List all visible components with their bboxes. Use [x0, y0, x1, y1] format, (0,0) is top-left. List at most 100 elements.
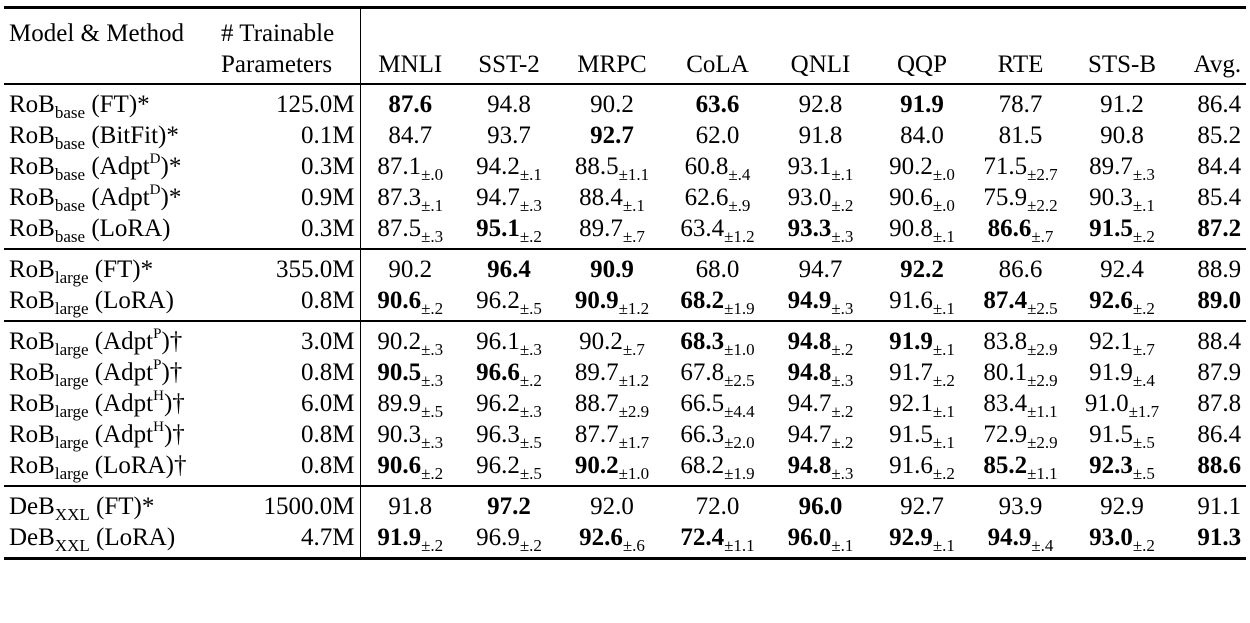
score-std-subscript: ±2.9 [618, 402, 650, 421]
score-value: 80.1 [983, 359, 1028, 386]
trainable-params-cell: 0.8M [216, 450, 361, 486]
header-params-line2: Parameters [216, 49, 361, 84]
avg-score-cell: 85.4 [1175, 182, 1246, 213]
score-std-subscript: ±.5 [421, 402, 444, 421]
score-cell: 92.3±.5 [1069, 450, 1175, 486]
trainable-params-cell: 125.0M [216, 84, 361, 120]
score-cell: 87.7±1.7 [558, 419, 666, 451]
method-label: (Adpt [85, 153, 150, 180]
score-cell: 91.9±.1 [872, 321, 972, 359]
score-std-subscript: ±.9 [728, 196, 751, 215]
score-cell: 92.4 [1069, 249, 1175, 285]
score-cell: 92.7 [872, 486, 972, 522]
score-cell: 89.7±.3 [1069, 151, 1175, 183]
score-value: 90.3 [377, 421, 422, 448]
score-value: 90.8 [889, 215, 933, 242]
score-value: 91.1 [1197, 493, 1242, 520]
trainable-params-cell: 355.0M [216, 249, 361, 285]
score-value: 92.8 [798, 91, 843, 118]
score-cell: 90.2 [558, 84, 666, 120]
score-cell: 91.9±.2 [360, 522, 460, 559]
model-size-subscript: base [54, 165, 86, 184]
score-cell: 96.2±.5 [460, 285, 558, 321]
score-cell: 90.2±1.0 [558, 450, 666, 486]
model-name: RoB [9, 287, 55, 314]
score-cell: 94.8±.3 [769, 357, 872, 389]
score-std-subscript: ±.1 [932, 340, 955, 359]
method-suffix: )† [163, 390, 185, 417]
score-value: 88.6 [1197, 452, 1242, 479]
header-task-qqp: QQP [896, 51, 947, 78]
score-cell: 90.9±1.2 [558, 285, 666, 321]
score-cell: 94.2±.1 [460, 151, 558, 183]
score-cell: 63.4±1.2 [666, 213, 769, 249]
score-cell: 92.2 [872, 249, 972, 285]
score-cell: 78.7 [972, 84, 1069, 120]
score-cell: 93.3±.3 [769, 213, 872, 249]
header-task-cola: CoLA [686, 51, 749, 78]
score-cell: 94.7±.3 [460, 182, 558, 215]
adapter-variant-superscript: H [153, 419, 164, 435]
header-task-qnli: QNLI [790, 51, 851, 78]
score-value: 91.0 [1084, 390, 1129, 417]
score-std-subscript: ±1.0 [618, 464, 650, 483]
score-std-subscript: ±1.9 [724, 464, 755, 483]
score-std-subscript: ±1.0 [724, 340, 755, 359]
method-suffix: † [173, 452, 187, 479]
score-value: 96.9 [476, 524, 520, 551]
adapter-variant-superscript: P [153, 326, 162, 342]
model-name: RoB [9, 215, 55, 242]
score-value: 90.2 [579, 328, 623, 355]
score-value: 95.1 [476, 215, 520, 242]
header-model-method: Model & Method [9, 20, 184, 47]
method-label: (LoRA) [88, 287, 174, 314]
score-std-subscript: ±.0 [932, 196, 955, 215]
score-value: 90.2 [590, 91, 634, 118]
score-cell: 62.6±.9 [666, 182, 769, 215]
model-method-cell: RoBlarge (AdptH)† [4, 388, 216, 421]
score-value: 89.9 [377, 390, 422, 417]
score-std-subscript: ±.1 [932, 402, 955, 421]
score-std-subscript: ±.7 [1132, 340, 1155, 359]
table-row: RoBbase (BitFit)* 0.1M 84.7 93.7 92.7 62.0 91.… [4, 120, 1246, 152]
score-cell: 67.8±2.5 [666, 357, 769, 389]
method-suffix: * [137, 91, 150, 118]
score-value: 94.7 [787, 421, 832, 448]
score-std-subscript: ±1.2 [724, 227, 755, 246]
model-size-subscript: XXL [54, 536, 90, 555]
model-size-subscript: large [54, 464, 89, 483]
score-std-subscript: ±.1 [421, 196, 444, 215]
score-value: 90.2 [574, 452, 619, 479]
table-header: Model & Method # Trainable Parameters MN… [4, 7, 1247, 84]
score-std-subscript: ±1.1 [724, 536, 755, 555]
score-cell: 96.6±.2 [460, 357, 558, 389]
avg-score-cell: 91.3 [1175, 522, 1246, 559]
model-method-cell: RoBlarge (FT)* [4, 249, 216, 286]
model-name: RoB [9, 122, 55, 149]
score-std-subscript: ±.6 [622, 536, 645, 555]
model-method-cell: RoBbase (BitFit)* [4, 120, 216, 152]
score-value: 90.9 [590, 256, 634, 283]
score-std-subscript: ±.3 [519, 196, 542, 215]
score-cell: 90.6±.2 [360, 285, 460, 321]
score-cell: 96.9±.2 [460, 522, 558, 559]
model-size-subscript: large [54, 371, 89, 390]
score-value: 96.1 [476, 328, 520, 355]
method-suffix: )† [161, 359, 183, 386]
score-value: 83.4 [983, 390, 1028, 417]
score-value: 92.6 [579, 524, 623, 551]
score-value: 96.3 [476, 421, 520, 448]
score-std-subscript: ±2.9 [1027, 433, 1058, 452]
score-value: 90.2 [889, 153, 933, 180]
avg-score-cell: 89.0 [1175, 285, 1246, 321]
score-value: 94.7 [798, 256, 843, 283]
score-value: 89.7 [579, 215, 623, 242]
score-value: 93.3 [787, 215, 832, 242]
score-std-subscript: ±.2 [831, 402, 854, 421]
table-row: RoBlarge (FT)* 355.0M 90.2 96.4 90.9 68.0 94.7… [4, 249, 1246, 286]
score-cell: 92.9 [1069, 486, 1175, 522]
score-cell: 89.9±.5 [360, 388, 460, 421]
score-value: 93.9 [998, 493, 1043, 520]
score-value: 92.2 [900, 256, 944, 283]
score-cell: 97.2 [460, 486, 558, 522]
